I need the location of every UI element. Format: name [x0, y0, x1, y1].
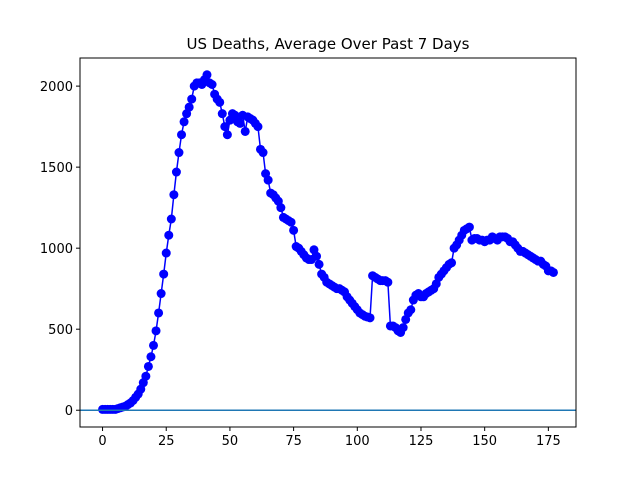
point: [312, 251, 322, 261]
point: [179, 117, 189, 127]
point: [164, 230, 174, 240]
point: [146, 352, 156, 362]
point: [151, 326, 161, 336]
point: [263, 175, 273, 185]
point: [161, 248, 171, 258]
point: [447, 258, 457, 268]
point: [220, 122, 230, 132]
x-tick-label: 150: [472, 434, 497, 449]
point: [207, 79, 217, 89]
point: [174, 148, 184, 158]
point: [464, 222, 474, 232]
point: [286, 217, 296, 227]
point: [240, 126, 250, 136]
point: [215, 97, 225, 107]
point: [235, 118, 245, 128]
point: [159, 269, 169, 279]
point: [406, 305, 416, 315]
point: [276, 203, 286, 213]
y-tick-label: 2000: [40, 80, 73, 95]
point: [166, 214, 176, 224]
y-tick-label: 1000: [40, 242, 73, 257]
point: [548, 267, 558, 277]
plot-frame: [79, 57, 577, 428]
point: [383, 277, 393, 287]
point: [156, 289, 166, 299]
point: [154, 308, 164, 318]
y-tick-label: 0: [65, 404, 73, 419]
point: [143, 361, 153, 371]
point: [314, 259, 324, 269]
x-tick-label: 125: [409, 434, 434, 449]
point: [148, 340, 158, 350]
point: [141, 371, 151, 381]
point: [365, 313, 375, 323]
x-tick-label: 0: [98, 434, 106, 449]
x-tick-label: 50: [222, 434, 239, 449]
chart-title: US Deaths, Average Over Past 7 Days: [187, 35, 470, 53]
point: [202, 70, 212, 80]
point: [177, 130, 187, 140]
point: [169, 190, 179, 200]
x-tick-label: 25: [158, 434, 175, 449]
x-tick-label: 175: [536, 434, 561, 449]
point: [217, 109, 227, 119]
point: [222, 130, 232, 140]
point: [258, 148, 268, 158]
point: [289, 225, 299, 235]
y-tick-label: 1500: [40, 161, 73, 176]
point: [187, 94, 197, 104]
point: [398, 323, 408, 333]
x-tick-label: 75: [285, 434, 302, 449]
point: [253, 122, 263, 132]
point: [184, 102, 194, 112]
y-tick-label: 500: [48, 323, 73, 338]
point: [171, 167, 181, 177]
x-tick-label: 100: [345, 434, 370, 449]
